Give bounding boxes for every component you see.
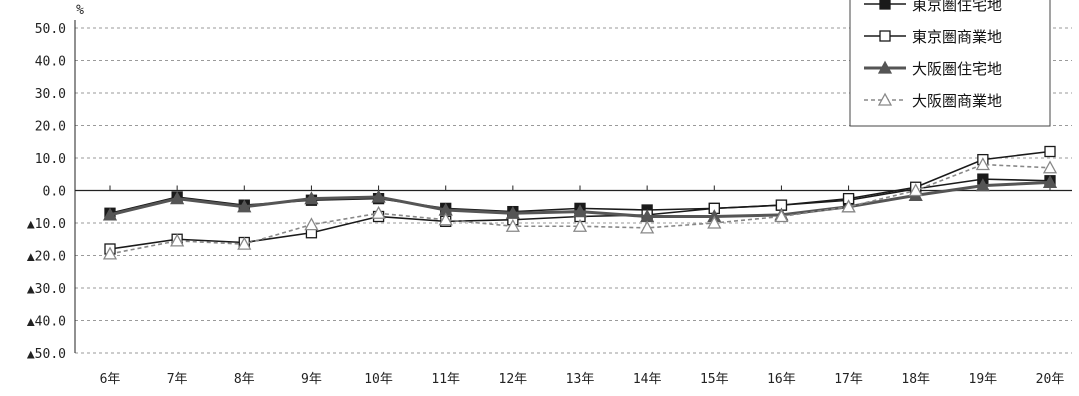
data-point — [1042, 175, 1058, 189]
y-tick-label: 40.0 — [35, 55, 66, 70]
data-point — [237, 199, 252, 213]
legend-label: 大阪圏商業地 — [912, 92, 1002, 110]
data-point — [572, 204, 588, 218]
legend-marker — [877, 92, 893, 106]
legend-marker — [879, 0, 891, 10]
legend-marker — [877, 60, 893, 74]
y-tick-label: 0.0 — [43, 185, 66, 200]
legend-box — [849, 0, 1051, 127]
data-point — [975, 157, 990, 171]
data-point — [707, 215, 722, 229]
data-point — [102, 246, 118, 260]
x-tick-label: 17年 — [834, 372, 863, 387]
y-tick-label: 50.0 — [35, 22, 66, 37]
x-tick-label: 10年 — [364, 372, 393, 387]
x-tick-label: 8年 — [234, 372, 255, 387]
data-point — [438, 212, 453, 226]
series-line — [109, 163, 1051, 255]
data-point — [1042, 160, 1058, 174]
axis-layer: 50.0 40.0 30.0 20.0 10.0 0.0 ▲10.0 ▲20.0 ▲30.0 ▲4… — [27, 3, 1072, 387]
y-tick-label: ▲40.0 — [27, 315, 66, 330]
data-point — [505, 218, 520, 232]
data-point — [572, 218, 588, 232]
data-point — [774, 209, 789, 223]
x-tick-label: 9年 — [301, 372, 322, 387]
x-tick-label: 16年 — [767, 372, 796, 387]
data-point — [1044, 145, 1056, 158]
data-point — [237, 236, 252, 250]
data-point — [304, 191, 319, 205]
series-layer — [102, 145, 1058, 260]
y-tick-label: ▲10.0 — [27, 217, 66, 232]
data-point — [170, 233, 185, 247]
legend-marker — [879, 30, 891, 42]
x-tick-label: 12年 — [499, 372, 528, 387]
unit-label: % — [76, 3, 84, 18]
data-point — [102, 207, 118, 221]
x-tick-label: 15年 — [700, 372, 729, 387]
data-point — [505, 205, 520, 219]
y-tick-label: 20.0 — [35, 120, 66, 135]
y-tick-label: 10.0 — [35, 152, 66, 167]
x-tick-label: 11年 — [431, 372, 460, 387]
data-point — [908, 183, 923, 197]
legend-label: 大阪圏住宅地 — [912, 60, 1002, 78]
data-point — [304, 217, 319, 231]
data-point — [975, 178, 990, 192]
data-point — [371, 205, 386, 219]
x-tick-label: 14年 — [633, 372, 662, 387]
data-point — [170, 191, 185, 205]
x-tick-label: 18年 — [901, 372, 930, 387]
series-line — [109, 150, 1051, 250]
data-point — [640, 220, 655, 234]
legend-label: 東京圏商業地 — [912, 28, 1002, 46]
y-tick-label: ▲50.0 — [27, 347, 66, 362]
data-point — [841, 199, 856, 213]
x-tick-label: 20年 — [1036, 372, 1065, 387]
y-tick-label: ▲30.0 — [27, 282, 66, 297]
x-tick-label: 7年 — [167, 372, 188, 387]
x-tick-label: 6年 — [100, 372, 121, 387]
data-point — [371, 189, 386, 203]
x-tick-label: 13年 — [566, 372, 595, 387]
legend-label: 東京圏住宅地 — [912, 0, 1002, 14]
x-tick-label: 19年 — [969, 372, 998, 387]
y-tick-label: ▲20.0 — [27, 250, 66, 265]
y-tick-label: 30.0 — [35, 87, 66, 102]
